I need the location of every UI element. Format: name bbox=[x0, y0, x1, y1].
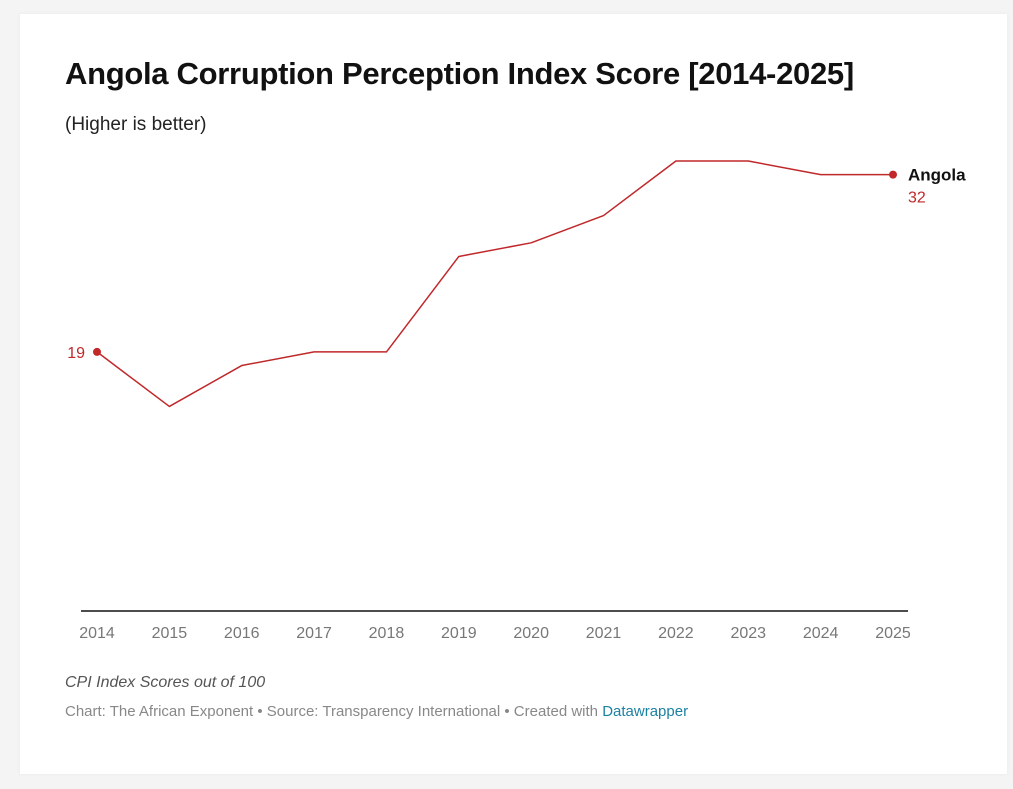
data-point bbox=[889, 170, 897, 179]
chart-notes: CPI Index Scores out of 100 bbox=[65, 674, 266, 691]
chart-title: Angola Corruption Perception Index Score… bbox=[65, 56, 854, 91]
byline-text: Chart: The African Exponent • Source: Tr… bbox=[65, 703, 603, 720]
x-tick-label: 2014 bbox=[79, 625, 115, 642]
x-tick-label: 2015 bbox=[152, 625, 188, 642]
chart-card bbox=[20, 14, 1007, 774]
chart-byline: Chart: The African Exponent • Source: Tr… bbox=[65, 703, 688, 720]
x-tick-label: 2024 bbox=[803, 625, 839, 642]
x-tick-label: 2019 bbox=[441, 625, 477, 642]
series-line-angola bbox=[96, 160, 893, 408]
x-tick-label: 2021 bbox=[586, 625, 622, 642]
chart-subtitle: (Higher is better) bbox=[65, 114, 207, 135]
datawrapper-link[interactable]: Datawrapper bbox=[602, 703, 689, 720]
x-tick-label: 2018 bbox=[369, 625, 405, 642]
x-tick-label: 2022 bbox=[658, 625, 694, 642]
start-value-label: 19 bbox=[67, 345, 85, 362]
end-value-label: 32 bbox=[908, 190, 926, 207]
data-point bbox=[93, 347, 101, 356]
series-label-angola: Angola bbox=[908, 166, 966, 185]
x-tick-label: 2025 bbox=[875, 625, 911, 642]
x-tick-label: 2020 bbox=[513, 625, 549, 642]
x-tick-label: 2017 bbox=[296, 625, 332, 642]
x-tick-label: 2016 bbox=[224, 625, 260, 642]
x-tick-label: 2023 bbox=[730, 625, 766, 642]
